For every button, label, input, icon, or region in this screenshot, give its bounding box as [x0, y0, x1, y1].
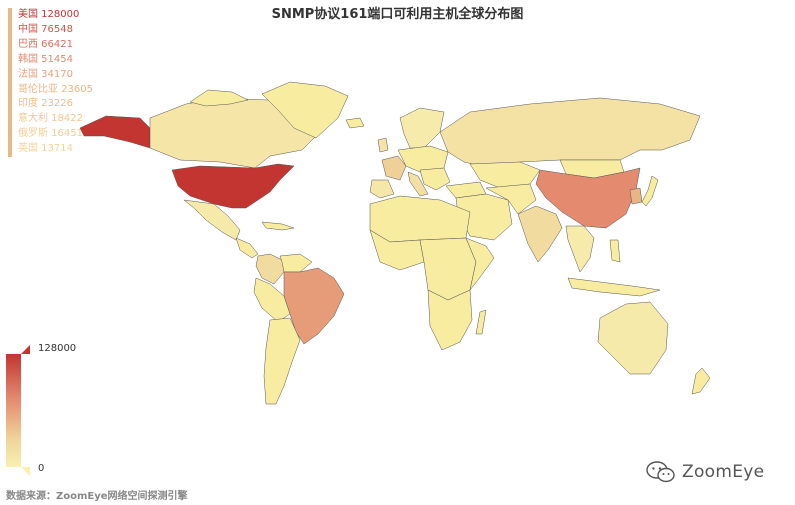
- region-caribbean[interactable]: [261, 221, 295, 231]
- legend-item[interactable]: 法国 34170: [18, 68, 73, 80]
- region-france[interactable]: [381, 155, 407, 181]
- map-title: SNMP协议161端口可利用主机全球分布图: [271, 7, 524, 22]
- region-philippines[interactable]: [609, 239, 621, 263]
- region-usa[interactable]: [171, 163, 295, 209]
- region-japan[interactable]: [641, 175, 659, 207]
- region-madagascar[interactable]: [475, 309, 487, 335]
- region-brazil[interactable]: [283, 267, 345, 345]
- region-italy[interactable]: [407, 171, 429, 197]
- legend-item[interactable]: 美国 128000: [18, 9, 80, 20]
- region-iberia[interactable]: [369, 179, 395, 199]
- legend-item[interactable]: 印度 23226: [18, 98, 73, 110]
- brand-name: ZoomEye: [682, 462, 765, 482]
- visual-map-min-label: 0: [38, 463, 45, 474]
- region-central-asia[interactable]: [485, 183, 537, 215]
- wechat-icon: [646, 461, 675, 483]
- region-east-africa[interactable]: [465, 237, 495, 291]
- visual-map-gradient-bar[interactable]: [6, 354, 21, 467]
- legend: 美国 128000 中国 76548 巴西 66421 韩国 51454 法国 …: [8, 8, 93, 158]
- region-argentina-chile[interactable]: [263, 317, 301, 405]
- region-southeast-asia[interactable]: [565, 225, 595, 273]
- region-new-zealand[interactable]: [691, 367, 711, 395]
- data-source-text: 数据来源：ZoomEye网络空间探测引擎: [6, 491, 188, 502]
- region-peru-bolivia[interactable]: [253, 277, 291, 323]
- legend-item[interactable]: 中国 76548: [18, 23, 73, 35]
- visual-map-min-handle[interactable]: [21, 467, 30, 476]
- region-china[interactable]: [535, 167, 641, 229]
- region-australia[interactable]: [597, 301, 669, 375]
- region-north-africa[interactable]: [369, 195, 471, 243]
- region-mexico[interactable]: [183, 199, 241, 241]
- region-greenland[interactable]: [261, 81, 349, 139]
- legend-item[interactable]: 韩国 51454: [18, 53, 73, 65]
- brand-logo: ZoomEye: [646, 460, 764, 484]
- region-balkans[interactable]: [419, 167, 451, 191]
- region-colombia[interactable]: [255, 253, 285, 285]
- region-korea[interactable]: [629, 187, 643, 205]
- legend-item[interactable]: 英国 13714: [18, 143, 73, 155]
- region-central-america[interactable]: [235, 237, 259, 259]
- legend-item[interactable]: 巴西 66421: [18, 38, 73, 50]
- region-scandinavia[interactable]: [399, 107, 445, 149]
- region-southern-africa[interactable]: [427, 289, 473, 351]
- visual-map-max-label: 128000: [38, 343, 77, 354]
- legend-item[interactable]: 俄罗斯 16451: [18, 128, 83, 140]
- region-uk[interactable]: [377, 137, 389, 153]
- region-venezuela[interactable]: [279, 253, 313, 273]
- region-russia[interactable]: [439, 97, 701, 169]
- visual-map-max-handle[interactable]: [21, 345, 30, 354]
- region-india[interactable]: [517, 205, 563, 263]
- region-arctic-islands[interactable]: [189, 89, 249, 107]
- region-indonesia[interactable]: [567, 277, 661, 297]
- legend-item[interactable]: 哥伦比亚 23605: [18, 83, 93, 95]
- region-iceland[interactable]: [345, 117, 365, 129]
- legend-item[interactable]: 意大利 18422: [18, 113, 83, 125]
